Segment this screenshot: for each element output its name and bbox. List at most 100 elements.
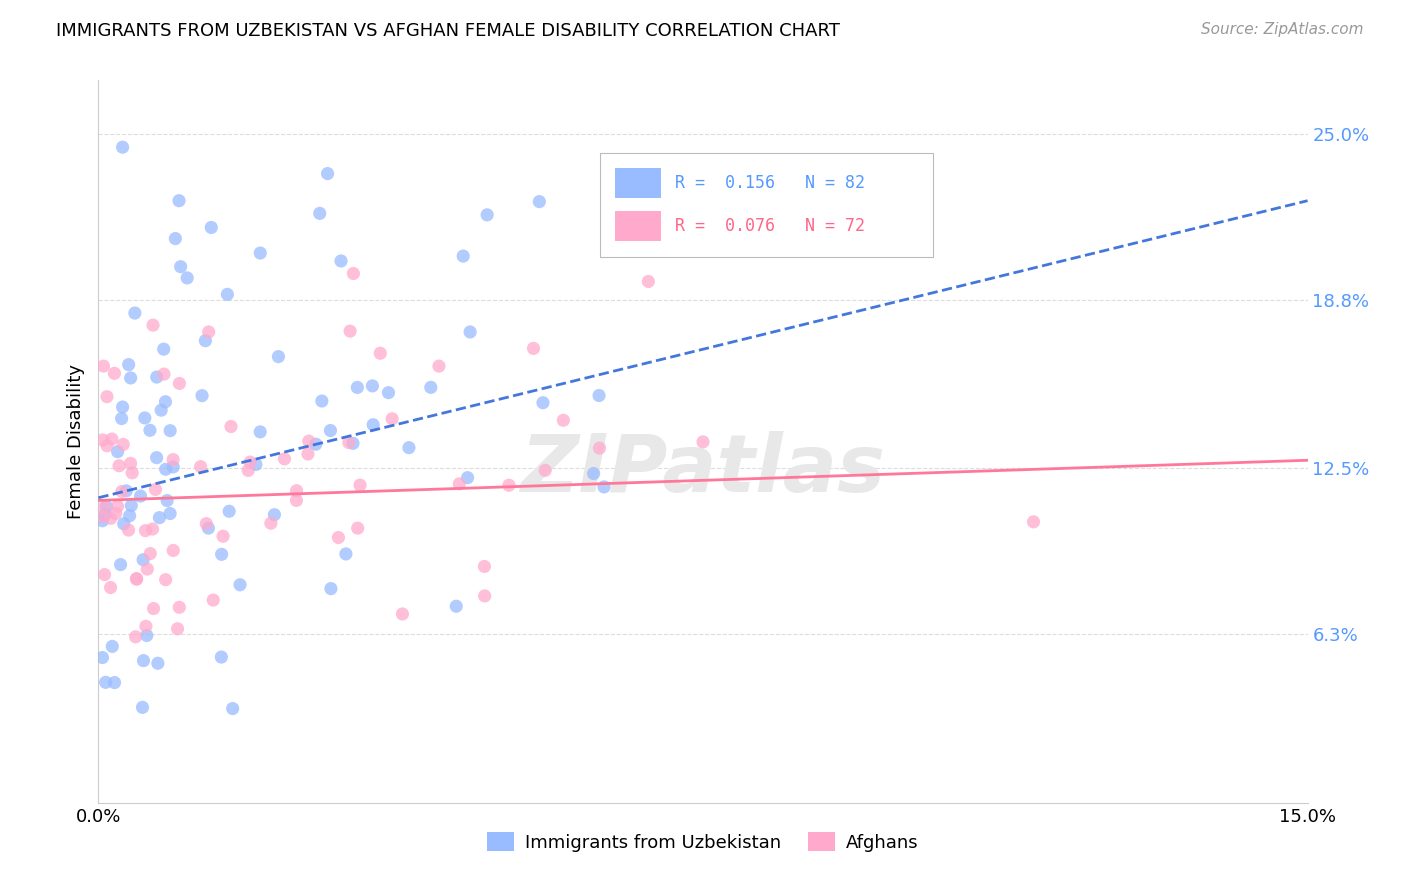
Point (142, 601, 165, 615)
FancyBboxPatch shape (614, 211, 661, 242)
Point (346, 380, 368, 394)
Point (197, 521, 219, 535)
Point (125, 572, 148, 586)
Point (267, 350, 290, 364)
Point (118, 508, 141, 523)
Point (112, 437, 135, 451)
Point (474, 559, 496, 574)
Point (335, 547, 357, 561)
Point (96, 439, 118, 453)
Point (111, 140, 134, 154)
Point (593, 480, 616, 494)
Point (449, 476, 471, 491)
Point (107, 444, 129, 458)
Point (110, 558, 132, 572)
Point (146, 657, 169, 671)
Point (195, 516, 218, 531)
Point (249, 246, 271, 260)
Point (162, 459, 184, 474)
Point (200, 220, 222, 235)
Point (103, 367, 125, 381)
Point (582, 467, 605, 481)
Point (391, 607, 413, 621)
Point (588, 441, 610, 455)
Point (132, 654, 155, 668)
Point (531, 395, 554, 409)
Point (129, 489, 152, 503)
Point (112, 516, 135, 531)
Point (124, 630, 146, 644)
Point (91, 514, 114, 528)
Point (361, 417, 384, 432)
Point (159, 507, 181, 521)
Point (475, 208, 498, 222)
Point (169, 260, 191, 274)
Point (337, 435, 360, 450)
Point (162, 543, 184, 558)
Point (107, 500, 129, 514)
Point (529, 194, 551, 209)
Point (212, 529, 235, 543)
Point (238, 463, 260, 477)
Legend: Immigrants from Uzbekistan, Afghans: Immigrants from Uzbekistan, Afghans (479, 825, 927, 859)
Point (132, 553, 155, 567)
Point (117, 523, 139, 537)
Point (305, 437, 328, 451)
Point (249, 425, 271, 439)
Point (93, 500, 115, 514)
Point (165, 231, 187, 245)
Point (134, 524, 156, 538)
Point (444, 599, 467, 614)
Point (155, 394, 177, 409)
Point (316, 167, 339, 181)
Point (142, 318, 165, 333)
Point (273, 451, 295, 466)
Point (377, 385, 399, 400)
Point (346, 521, 368, 535)
Point (339, 324, 361, 338)
Point (194, 334, 217, 348)
Point (93, 567, 115, 582)
Point (124, 306, 146, 320)
Text: R =  0.156   N = 82: R = 0.156 N = 82 (675, 174, 865, 192)
Point (94, 675, 117, 690)
Point (134, 411, 156, 425)
Point (111, 484, 134, 499)
Y-axis label: Female Disability: Female Disability (66, 364, 84, 519)
Point (221, 701, 243, 715)
Point (155, 462, 177, 476)
Point (260, 516, 283, 531)
Point (169, 600, 191, 615)
Point (111, 411, 134, 425)
Text: R =  0.076   N = 72: R = 0.076 N = 72 (675, 218, 865, 235)
Point (245, 458, 267, 472)
Point (319, 582, 342, 596)
Point (148, 510, 170, 524)
Point (145, 483, 167, 497)
Point (135, 628, 157, 642)
Point (120, 499, 142, 513)
Point (135, 619, 157, 633)
Point (285, 483, 308, 498)
Point (131, 700, 153, 714)
Point (145, 450, 167, 465)
Point (427, 359, 450, 373)
Point (342, 436, 364, 450)
Point (96, 500, 118, 514)
Point (101, 432, 124, 446)
Point (139, 547, 162, 561)
FancyBboxPatch shape (600, 153, 932, 257)
Point (361, 379, 384, 393)
Point (176, 271, 198, 285)
Point (169, 376, 191, 391)
Point (120, 456, 142, 470)
Text: ZIPatlas: ZIPatlas (520, 432, 886, 509)
Point (474, 589, 496, 603)
Point (166, 622, 188, 636)
Point (342, 267, 364, 281)
Point (118, 358, 141, 372)
Point (167, 194, 190, 208)
Point (553, 413, 575, 427)
Point (219, 419, 242, 434)
Point (120, 371, 142, 385)
